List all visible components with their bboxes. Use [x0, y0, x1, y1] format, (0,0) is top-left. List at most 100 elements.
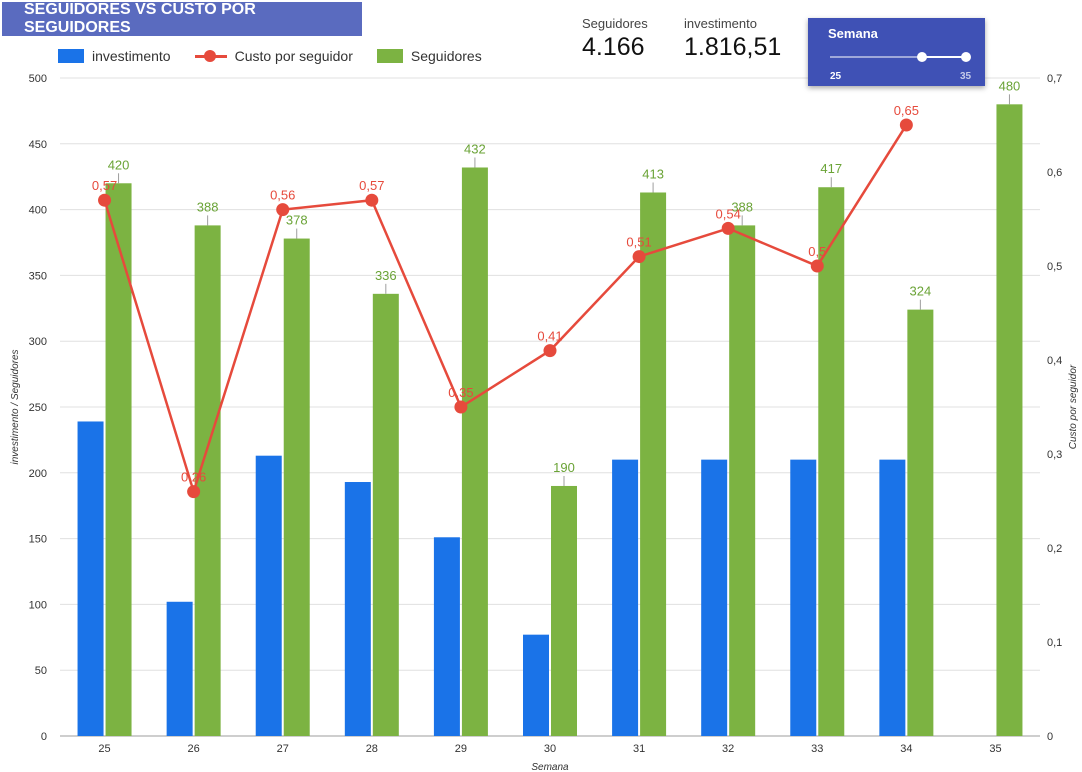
legend-item-custo[interactable]: Custo por seguidor	[194, 48, 353, 64]
point-custo-label: 0,57	[359, 178, 384, 193]
point-custo-label: 0,5	[808, 244, 826, 259]
bar-investimento	[701, 459, 728, 736]
point-custo-label: 0,26	[181, 470, 206, 485]
point-custo-por-seguidor	[721, 221, 735, 235]
bar-seguidores	[729, 225, 756, 736]
bar-investimento	[523, 634, 549, 736]
point-custo-label: 0,56	[270, 188, 295, 203]
bar-seguidores-label: 336	[375, 268, 397, 283]
x-tick-label: 34	[900, 743, 912, 755]
line-custo-por-seguidor	[103, 124, 908, 496]
bar-investimento	[255, 455, 282, 736]
semana-slider-track[interactable]	[830, 56, 967, 58]
legend-swatch-custo	[194, 49, 227, 63]
point-custo-label: 0,57	[92, 178, 117, 193]
legend-label-investimento: investimento	[92, 48, 171, 64]
x-axis-title: Semana	[531, 762, 569, 772]
y-tick-label: 50	[35, 665, 47, 677]
semana-control-title: Semana	[828, 26, 878, 41]
y-tick-label: 500	[29, 73, 47, 85]
semana-slider-max-handle[interactable]	[961, 52, 971, 62]
y2-tick-label: 0,1	[1047, 637, 1062, 649]
y-tick-label: 300	[29, 336, 47, 348]
chart-title: SEGUIDORES VS CUSTO POR SEGUIDORES	[2, 1, 362, 36]
x-tick-label: 25	[98, 743, 110, 755]
bar-investimento	[790, 459, 817, 736]
bar-seguidores-label: 420	[108, 157, 130, 172]
x-tick-label: 26	[188, 743, 200, 755]
legend-swatch-seguidores	[376, 49, 403, 63]
point-custo-label: 0,54	[716, 206, 741, 221]
bar-seguidores-label: 324	[910, 284, 932, 299]
semana-slider-max-label: 35	[960, 71, 972, 82]
bar-seguidores	[640, 192, 667, 736]
semana-slider-fill	[923, 56, 967, 58]
point-custo-label: 0,41	[537, 329, 562, 344]
scorecard-investimento: investimento 1.816,51	[684, 16, 781, 62]
y2-tick-label: 0,3	[1047, 449, 1062, 461]
point-custo-por-seguidor	[365, 193, 379, 207]
bar-seguidores-label: 190	[553, 460, 575, 475]
bar-seguidores-label: 388	[731, 199, 753, 214]
y-tick-label: 450	[29, 139, 47, 151]
bar-seguidores	[461, 167, 488, 736]
x-tick-label: 28	[366, 743, 378, 755]
x-tick-label: 31	[633, 743, 645, 755]
scorecard-seguidores-value: 4.166	[582, 33, 645, 61]
x-tick-label: 30	[544, 743, 556, 755]
x-tick-label: 35	[989, 743, 1001, 755]
scorecard-seguidores-label: Seguidores	[582, 16, 648, 31]
bar-seguidores	[372, 293, 399, 736]
point-custo-por-seguidor	[454, 400, 468, 414]
point-custo-por-seguidor	[543, 344, 557, 358]
bar-investimento	[879, 459, 906, 736]
chart-title-text: SEGUIDORES VS CUSTO POR SEGUIDORES	[24, 1, 256, 36]
legend-item-seguidores[interactable]: Seguidores	[376, 48, 482, 64]
legend-label-custo: Custo por seguidor	[234, 48, 353, 64]
y2-tick-label: 0,4	[1047, 355, 1062, 367]
y-axis-title: investimento / Seguidores	[10, 349, 21, 464]
point-custo-por-seguidor	[810, 259, 824, 273]
y-tick-label: 100	[29, 599, 47, 611]
x-tick-label: 32	[722, 743, 734, 755]
semana-slider-min-handle[interactable]	[917, 52, 927, 62]
point-custo-por-seguidor	[899, 118, 913, 132]
bar-investimento	[612, 459, 639, 736]
point-custo-label: 0,35	[448, 385, 473, 400]
semana-range-control[interactable]: Semana 25 35	[808, 18, 985, 86]
x-tick-label: 29	[455, 743, 467, 755]
bar-investimento	[166, 601, 193, 736]
point-custo-por-seguidor	[276, 203, 290, 217]
bar-seguidores-label: 432	[464, 141, 486, 156]
y2-tick-label: 0	[1047, 731, 1053, 743]
legend-item-investimento[interactable]: investimento	[58, 48, 171, 64]
x-tick-label: 33	[811, 743, 823, 755]
bar-investimento	[77, 421, 104, 736]
point-custo-label: 0,51	[626, 235, 651, 250]
bar-seguidores-label: 480	[999, 78, 1021, 93]
bar-seguidores	[996, 104, 1023, 736]
bar-seguidores-label: 388	[197, 199, 219, 214]
point-custo-por-seguidor	[187, 485, 201, 499]
x-tick-label: 27	[277, 743, 289, 755]
bar-seguidores	[194, 225, 221, 736]
y2-tick-label: 0,5	[1047, 261, 1062, 273]
bar-seguidores	[907, 309, 934, 736]
y-tick-label: 200	[29, 468, 47, 480]
y2-tick-label: 0,2	[1047, 543, 1062, 555]
bar-seguidores	[551, 485, 577, 736]
y-tick-label: 350	[29, 270, 47, 282]
y2-tick-label: 0,7	[1047, 73, 1062, 85]
point-custo-por-seguidor	[632, 250, 646, 264]
bar-seguidores-label: 413	[642, 166, 664, 181]
point-custo-por-seguidor	[98, 193, 112, 207]
bar-seguidores	[283, 238, 310, 736]
y2-axis-title: Custo por seguidor	[1068, 364, 1079, 449]
bar-seguidores	[105, 183, 132, 736]
bar-investimento	[344, 482, 371, 736]
chart-legend: investimento Custo por seguidor Seguidor…	[58, 48, 506, 64]
bar-seguidores	[818, 187, 845, 736]
y-tick-label: 150	[29, 534, 47, 546]
scorecard-investimento-value: 1.816,51	[684, 33, 782, 61]
